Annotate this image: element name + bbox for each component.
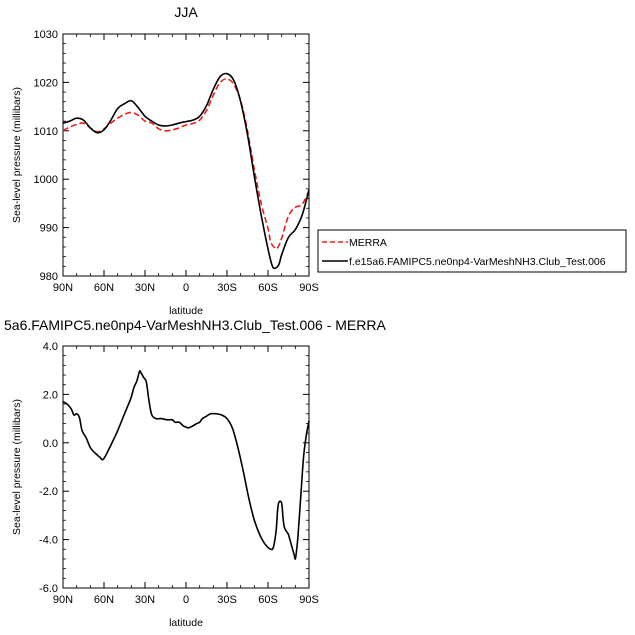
bottom-y-tick-label: -2.0 [39, 486, 58, 498]
bottom-series-line-0 [62, 370, 310, 560]
top-chart-title: JJA [174, 4, 198, 20]
bottom-x-axis-label: latitude [169, 617, 203, 629]
top-y-axis-label: Sea-level pressure (millibars) [11, 87, 23, 223]
top-y-tick-label: 1030 [34, 29, 58, 41]
top-series-line-1 [62, 72, 310, 270]
top-x-axis-label: latitude [169, 305, 203, 317]
top-x-tick-label: 90S [299, 282, 319, 294]
top-x-tick-label: 60S [258, 282, 278, 294]
bottom-x-tick-label: 90N [53, 594, 73, 606]
top-y-tick-label: 1010 [34, 126, 58, 138]
top-x-tick-label: 30S [217, 282, 237, 294]
bottom-x-tick-label: 30N [135, 594, 155, 606]
top-x-ticks: 90N 60N 30N 0 30S 60S 90S [53, 34, 319, 294]
bottom-x-tick-label: 90S [299, 594, 319, 606]
panel-bottom: 5a6.FAMIPC5.ne0np4-VarMeshNH3.Club_Test.… [4, 317, 386, 629]
bottom-chart-title: 5a6.FAMIPC5.ne0np4-VarMeshNH3.Club_Test.… [4, 317, 386, 333]
bottom-x-ticks: 90N 60N 30N 0 30S 60S 90S [53, 346, 319, 606]
top-y-tick-label: 1020 [34, 77, 58, 89]
top-series-line-0 [62, 78, 310, 250]
bottom-y-tick-label: 4.0 [43, 341, 58, 353]
panel-top: JJA 980 990 1000 1010 1020 1030 90N 60N 30N 0 30S… [11, 4, 319, 317]
bottom-y-axis-label: Sea-level pressure (millibars) [11, 399, 23, 535]
bottom-y-tick-label: 2.0 [43, 389, 58, 401]
top-x-tick-label: 90N [53, 282, 73, 294]
legend-label-model: f.e15a6.FAMIPC5.ne0np4-VarMeshNH3.Club_T… [349, 256, 606, 268]
top-y-tick-label: 990 [40, 223, 58, 235]
top-plot-frame [62, 33, 310, 277]
bottom-x-tick-label: 60N [94, 594, 114, 606]
top-x-tick-label: 60N [94, 282, 114, 294]
top-y-tick-label: 980 [40, 271, 58, 283]
bottom-y-ticks: -6.0 -4.0 -2.0 0.0 2.0 4.0 [39, 341, 309, 595]
bottom-plot-frame [62, 345, 310, 589]
bottom-x-tick-label: 60S [258, 594, 278, 606]
top-x-tick-label: 0 [183, 282, 189, 294]
bottom-series-group [62, 370, 310, 560]
top-x-tick-label: 30N [135, 282, 155, 294]
top-y-tick-label: 1000 [34, 174, 58, 186]
top-y-ticks: 980 990 1000 1010 1020 1030 [34, 29, 309, 283]
bottom-x-tick-label: 0 [183, 594, 189, 606]
bottom-y-tick-label: -6.0 [39, 583, 58, 595]
top-series-group [62, 72, 310, 270]
legend-label-merra: MERRA [349, 237, 387, 249]
bottom-y-tick-label: -4.0 [39, 535, 58, 547]
bottom-x-tick-label: 30S [217, 594, 237, 606]
legend-box [317, 229, 627, 273]
bottom-y-tick-label: 0.0 [43, 438, 58, 450]
legend: MERRA f.e15a6.FAMIPC5.ne0np4-VarMeshNH3.… [317, 229, 627, 273]
